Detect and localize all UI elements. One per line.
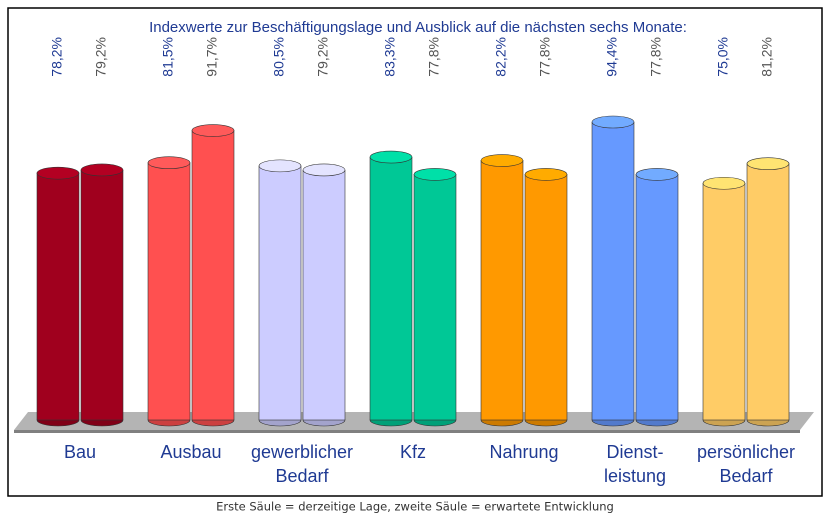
- x-tick-label: Dienst-: [606, 442, 663, 462]
- x-tick-label: Ausbau: [160, 442, 221, 462]
- bar: [702, 182, 746, 421]
- cylinder-cap: [302, 163, 346, 177]
- cylinder-cap: [191, 124, 235, 137]
- x-tick-label: Kfz: [400, 442, 426, 462]
- bar: [369, 156, 413, 421]
- value-label: 77,8%: [537, 37, 553, 77]
- cylinder-cap: [591, 115, 635, 129]
- x-tick-label: Bedarf: [719, 466, 773, 486]
- value-label: 75,0%: [715, 37, 731, 77]
- bar: [258, 165, 302, 421]
- bar: [413, 174, 457, 421]
- value-label: 81,2%: [759, 37, 775, 77]
- x-tick-label: Bau: [64, 442, 96, 462]
- bar: [302, 169, 346, 421]
- value-label: 79,2%: [93, 37, 109, 77]
- cylinder-cap: [746, 157, 790, 170]
- cylinder-cap: [524, 168, 568, 181]
- cylinder-cap: [369, 150, 413, 164]
- cylinder-cap: [702, 176, 746, 190]
- bar: [635, 174, 679, 421]
- value-label: 80,5%: [271, 37, 287, 77]
- chart-note: Erste Säule = derzeitige Lage, zweite Sä…: [216, 500, 614, 514]
- cylinder-cap: [413, 168, 457, 181]
- cylinder-cap: [480, 154, 524, 167]
- bar: [524, 174, 568, 421]
- cylinder-cap: [635, 168, 679, 181]
- x-tick-label: persönlicher: [697, 442, 795, 462]
- bar: [80, 169, 124, 421]
- floor-edge: [14, 430, 800, 433]
- cylinder-cap: [258, 159, 302, 173]
- cylinder-cap: [80, 163, 124, 177]
- value-label: 77,8%: [426, 37, 442, 77]
- bar: [191, 130, 235, 421]
- value-label: 94,4%: [604, 37, 620, 77]
- value-label: 77,8%: [648, 37, 664, 77]
- value-label: 78,2%: [49, 37, 65, 77]
- bar: [591, 121, 635, 421]
- value-label: 91,7%: [204, 37, 220, 77]
- value-label: 82,2%: [493, 37, 509, 77]
- value-label: 81,5%: [160, 37, 176, 77]
- cylinder-cap: [36, 166, 80, 180]
- value-label: 83,3%: [382, 37, 398, 77]
- x-tick-label: Nahrung: [489, 442, 558, 462]
- bar: [480, 160, 524, 421]
- x-tick-label: Bedarf: [275, 466, 329, 486]
- bar: [746, 163, 790, 421]
- cylinder-cap: [147, 156, 191, 170]
- x-tick-label: leistung: [604, 466, 666, 486]
- bar: [36, 172, 80, 421]
- value-label: 79,2%: [315, 37, 331, 77]
- chart-title: Indexwerte zur Beschäftigungslage und Au…: [149, 19, 687, 36]
- x-tick-label: gewerblicher: [251, 442, 353, 462]
- bar: [147, 162, 191, 421]
